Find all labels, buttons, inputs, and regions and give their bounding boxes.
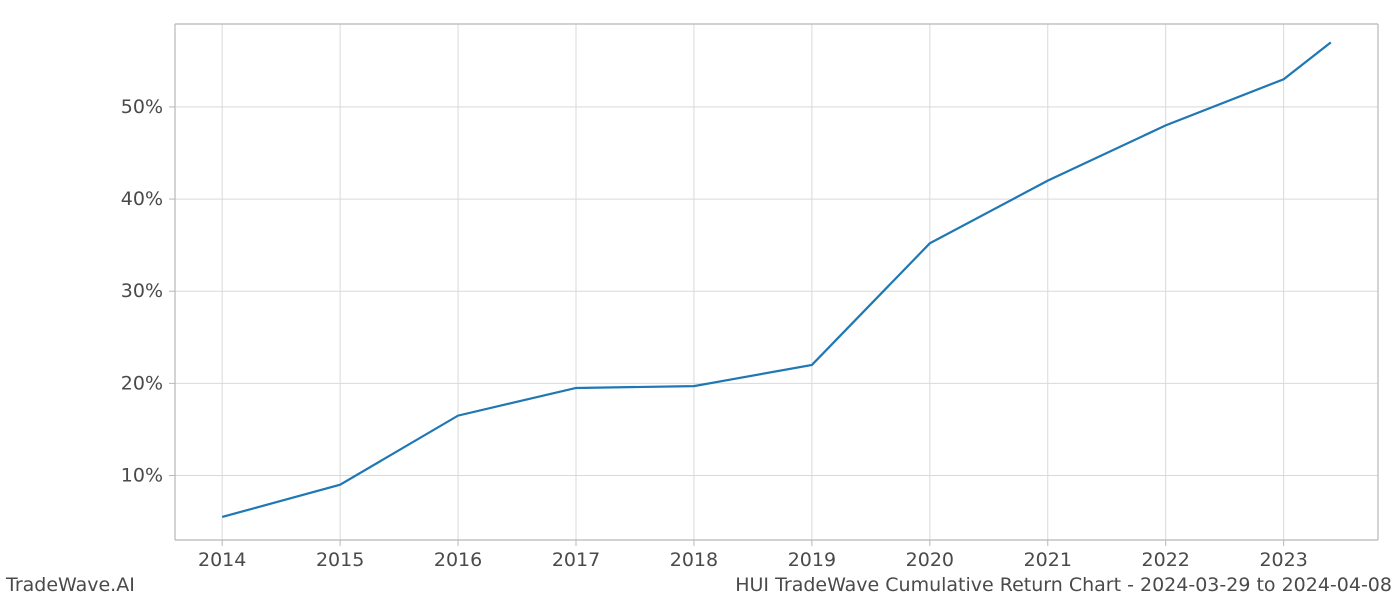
y-tick-label: 10% (121, 465, 163, 487)
y-tick-label: 20% (121, 372, 163, 394)
chart-footer: TradeWave.AI HUI TradeWave Cumulative Re… (0, 568, 1400, 596)
footer-title: HUI TradeWave Cumulative Return Chart - … (735, 574, 1392, 596)
y-tick-label: 40% (121, 188, 163, 210)
y-tick-label: 30% (121, 280, 163, 302)
cumulative-return-chart: 2014201520162017201820192020202120222023… (0, 0, 1400, 600)
series-line (222, 42, 1331, 517)
footer-brand: TradeWave.AI (6, 574, 135, 596)
y-tick-label: 50% (121, 96, 163, 118)
